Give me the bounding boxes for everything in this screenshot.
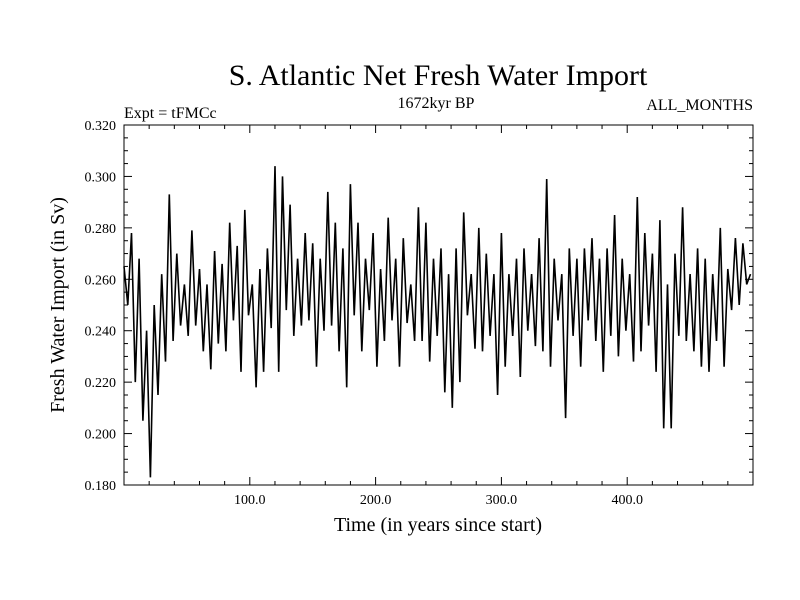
y-tick-label: 0.240 <box>85 325 117 340</box>
chart-title: S. Atlantic Net Fresh Water Import <box>229 59 648 92</box>
y-tick-label: 0.260 <box>85 273 117 288</box>
months-label: ALL_MONTHS <box>646 97 753 114</box>
period-label: 1672kyr BP <box>398 95 475 112</box>
axis-ticks <box>124 124 753 486</box>
experiment-label: Expt = tFMCc <box>124 105 217 122</box>
y-tick-label: 0.320 <box>85 119 117 134</box>
x-tick-label: 100.0 <box>234 493 266 508</box>
tick-labels: 100.0 200.0 300.0 400.0 0.180 0.200 0.220 0.240… <box>85 119 643 508</box>
plot-frame <box>123 124 754 486</box>
y-tick-label: 0.220 <box>85 376 117 391</box>
y-tick-label: 0.200 <box>85 428 117 443</box>
x-tick-label: 300.0 <box>486 493 518 508</box>
x-tick-label: 200.0 <box>360 493 392 508</box>
y-tick-label: 0.280 <box>85 222 117 237</box>
x-axis-label: Time (in years since start) <box>334 514 542 536</box>
series-line-0 <box>123 166 752 478</box>
y-tick-label: 0.180 <box>85 479 117 494</box>
y-axis-label: Fresh Water Import (in Sv) <box>47 197 69 413</box>
data-series <box>123 166 752 478</box>
x-tick-label: 400.0 <box>611 493 643 508</box>
y-tick-label: 0.300 <box>85 170 117 185</box>
